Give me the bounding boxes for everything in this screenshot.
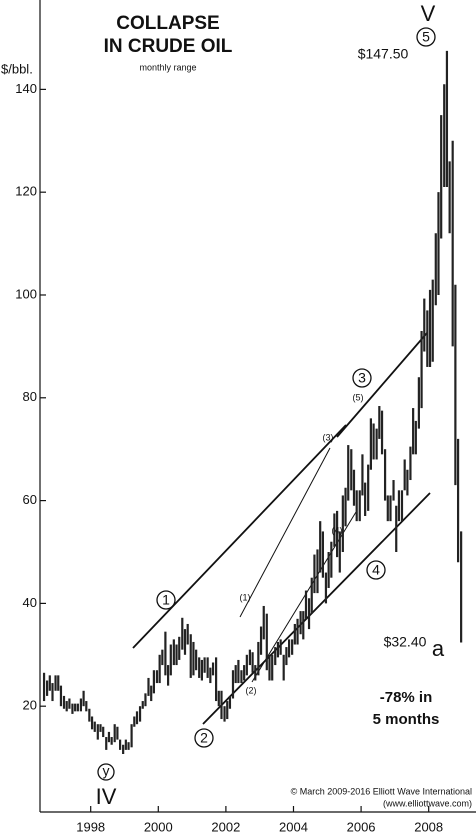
annotation: -78% in (380, 689, 433, 706)
wave-circle (352, 368, 372, 388)
chart-title: COLLAPSE (116, 13, 219, 34)
y-tick-label: 80 (23, 389, 37, 404)
chart-subtitle: monthly range (139, 62, 196, 72)
x-tick-label: 2008 (414, 819, 443, 834)
wave-label: (2) (246, 685, 257, 695)
wave-label: 4 (372, 562, 380, 578)
wave-label: (1) (240, 592, 251, 602)
wave-line (239, 447, 331, 618)
x-tick-label: 2002 (211, 819, 240, 834)
bars (42, 50, 463, 755)
x-tick-label: 2006 (347, 819, 376, 834)
x-tick-label: 1998 (76, 819, 105, 834)
wave-circle (416, 27, 436, 47)
wave-label: 5 (422, 29, 430, 45)
wave-circle (156, 590, 176, 610)
x-tick-label: 2000 (144, 819, 173, 834)
trend-lines (132, 332, 431, 725)
annotation: $32.40 (384, 634, 427, 650)
y-tick-label: 20 (23, 698, 37, 713)
copyright: © March 2009-2016 Elliott Wave Internati… (291, 786, 472, 796)
wave-label: (3) (323, 432, 334, 442)
y-axis-label: $/bbl. (1, 61, 33, 76)
y-tick-label: 40 (23, 595, 37, 610)
wave-label: IV (96, 784, 117, 809)
wave-label: V (421, 1, 436, 26)
y-tick-label: 140 (15, 81, 37, 96)
channel-line (132, 424, 347, 649)
y-tick-label: 100 (15, 286, 37, 301)
channel-line (202, 492, 431, 725)
wave-label: 2 (200, 730, 208, 746)
wave-label: 1 (162, 592, 170, 608)
wave-circle (366, 560, 386, 580)
chart-title: IN CRUDE OIL (104, 36, 233, 57)
wave-label: y (103, 763, 110, 779)
website: (www.elliottwave.com) (383, 798, 472, 808)
y-tick-label: 60 (23, 492, 37, 507)
wave-circle (97, 763, 115, 781)
wave-label: 3 (358, 370, 366, 386)
annotation: $147.50 (358, 46, 409, 62)
annotation: 5 months (373, 711, 440, 728)
wave-line (251, 511, 357, 683)
y-tick-label: 120 (15, 184, 37, 199)
channel-line (336, 332, 428, 438)
wave-label: (4) (332, 525, 343, 535)
x-tick-label: 2004 (279, 819, 308, 834)
wave-label: a (432, 636, 445, 661)
wave-label: (5) (353, 392, 364, 402)
wave-circle (194, 728, 214, 748)
